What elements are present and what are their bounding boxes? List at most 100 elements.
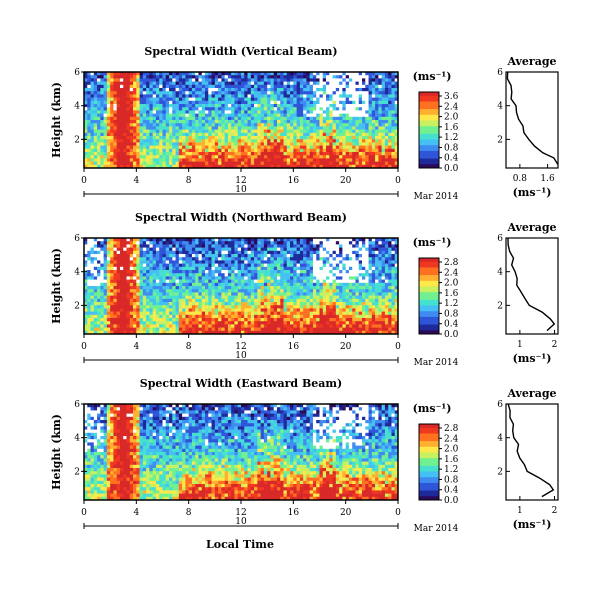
heatmap-cell [375, 84, 379, 89]
heatmap-cell [136, 292, 140, 296]
heatmap-cell [241, 139, 245, 143]
heatmap-cell [319, 84, 324, 89]
heatmap-cell [280, 263, 284, 268]
colorbar-tick-label: 0.0 [444, 164, 459, 174]
heatmap-cell [208, 244, 212, 248]
heatmap-cell [296, 164, 301, 169]
heatmap-cell [169, 97, 173, 102]
heatmap-cell [231, 75, 235, 79]
heatmap-cell [293, 263, 297, 268]
heatmap-cell [133, 257, 137, 261]
heatmap-cell [172, 161, 176, 166]
heatmap-cell [152, 257, 157, 261]
heatmap-cell [119, 276, 124, 280]
heatmap-cell [299, 263, 304, 268]
heatmap-cell [270, 94, 275, 98]
heatmap-cell [116, 152, 121, 156]
heatmap-cell [227, 318, 232, 322]
heatmap-cell [169, 158, 173, 162]
heatmap-cell [93, 330, 98, 335]
heatmap-cell [84, 132, 88, 137]
heatmap-cell [119, 263, 124, 268]
heatmap-cell [312, 110, 317, 114]
heatmap-cell [103, 263, 108, 268]
x-tick-label: 16 [288, 176, 300, 186]
heatmap-cell [165, 286, 170, 290]
heatmap-cell [211, 289, 216, 293]
heatmap-cell [155, 254, 160, 258]
heatmap-cell [123, 113, 127, 118]
heatmap-cell [172, 113, 176, 118]
heatmap-cell [283, 330, 288, 335]
heatmap-cell [116, 244, 121, 248]
heatmap-cell [270, 142, 275, 146]
heatmap-cell [110, 263, 114, 268]
heatmap-cell [149, 84, 153, 89]
heatmap-cell [306, 139, 310, 143]
heatmap-cell [185, 324, 189, 328]
heatmap-cell [273, 84, 278, 89]
heatmap-cell [201, 276, 206, 280]
heatmap-cell [185, 250, 189, 255]
heatmap-cell [286, 110, 291, 114]
heatmap-cell [169, 250, 173, 255]
heatmap-cell [146, 161, 150, 166]
heatmap-cell [368, 107, 373, 111]
heatmap-cell [155, 292, 160, 296]
heatmap-cell [201, 120, 206, 124]
heatmap-cell [139, 132, 144, 137]
heatmap-cell [260, 75, 265, 79]
heatmap-cell [309, 145, 314, 150]
heatmap-cell [342, 120, 346, 124]
heatmap-cell [211, 81, 216, 86]
heatmap-cell [129, 139, 134, 143]
heatmap-cell [273, 305, 278, 309]
heatmap-cell [103, 286, 108, 290]
heatmap-cell [286, 116, 291, 121]
heatmap-cell [254, 113, 258, 118]
heatmap-cell [103, 88, 108, 92]
heatmap-cell [270, 155, 275, 159]
heatmap-cell [97, 330, 101, 335]
heatmap-cell [201, 91, 206, 95]
heatmap-cell [362, 155, 366, 159]
heatmap-cell [276, 136, 281, 140]
heatmap-cell [293, 161, 297, 166]
heatmap-cell [381, 152, 386, 156]
heatmap-cell [309, 107, 314, 111]
heatmap-cell [227, 94, 232, 98]
heatmap-cell [237, 302, 242, 306]
heatmap-cell [123, 318, 127, 322]
heatmap-cell [198, 257, 203, 261]
heatmap-cell [159, 110, 163, 114]
heatmap-cell [375, 126, 379, 130]
heatmap-cell [110, 120, 114, 124]
heatmap-cell [250, 321, 255, 325]
heatmap-cell [312, 145, 317, 150]
heatmap-cell [214, 327, 219, 332]
heatmap-cell [335, 148, 340, 153]
heatmap-cell [123, 282, 127, 287]
heatmap-cell [322, 136, 327, 140]
heatmap-cell [339, 107, 343, 111]
heatmap-cell [270, 247, 275, 252]
heatmap-cell [378, 100, 382, 105]
heatmap-cell [100, 305, 104, 309]
heatmap-cell [110, 104, 114, 108]
heatmap-cell [100, 113, 104, 118]
heatmap-cell [198, 308, 203, 312]
heatmap-cell [178, 152, 183, 156]
heatmap-cell [263, 142, 268, 146]
heatmap-cell [182, 305, 186, 309]
heatmap-cell [136, 298, 140, 303]
heatmap-cell [254, 282, 258, 287]
heatmap-cell [100, 279, 104, 284]
heatmap-cell [185, 155, 189, 159]
heatmap-cell [231, 289, 235, 293]
heatmap-cell [244, 250, 248, 255]
heatmap-cell [201, 139, 206, 143]
heatmap-cell [100, 100, 104, 105]
heatmap-cell [286, 97, 291, 102]
heatmap-cell [139, 84, 144, 89]
heatmap-cell [110, 311, 114, 316]
